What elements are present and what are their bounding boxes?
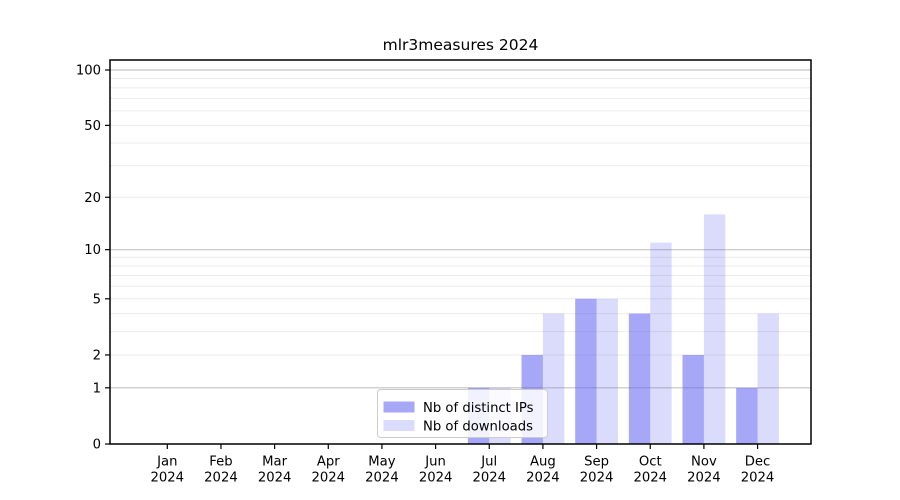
y-tick-label-2: 2 bbox=[93, 348, 101, 363]
bar-downloads-sep bbox=[596, 298, 618, 444]
axes bbox=[105, 59, 812, 449]
x-tick-year-label-dec: 2024 bbox=[741, 471, 775, 486]
bar-distinct-ips-dec bbox=[736, 387, 758, 444]
bar-distinct-ips-sep bbox=[575, 298, 597, 444]
x-tick-year-label-may: 2024 bbox=[365, 471, 399, 486]
y-tick-label-5: 5 bbox=[93, 292, 101, 307]
tick-labels: 0125102050100Jan2024Feb2024Mar2024Apr202… bbox=[76, 64, 775, 486]
x-tick-label-jan: Jan bbox=[156, 455, 177, 470]
x-tick-label-oct: Oct bbox=[639, 455, 662, 470]
x-tick-label-aug: Aug bbox=[530, 455, 556, 470]
plot-frame bbox=[109, 59, 812, 445]
legend: Nb of distinct IPs Nb of downloads bbox=[377, 389, 548, 438]
bar-downloads-dec bbox=[757, 313, 779, 444]
y-tick-label-1: 1 bbox=[93, 381, 101, 396]
bar-downloads-oct bbox=[650, 242, 672, 444]
x-tick-year-label-apr: 2024 bbox=[311, 471, 345, 486]
y-tick-label-0: 0 bbox=[93, 438, 101, 453]
bar-distinct-ips-oct bbox=[628, 313, 651, 444]
x-tick-year-label-mar: 2024 bbox=[258, 471, 292, 486]
bar-downloads-aug bbox=[542, 313, 565, 444]
bar-downloads-nov bbox=[703, 214, 726, 444]
y-tick-label-20: 20 bbox=[84, 191, 101, 206]
x-tick-label-sep: Sep bbox=[584, 455, 609, 470]
legend-swatch-distinct-ips bbox=[383, 401, 415, 413]
x-tick-year-label-aug: 2024 bbox=[526, 471, 560, 486]
x-tick-year-label-nov: 2024 bbox=[687, 471, 721, 486]
y-tick-label-50: 50 bbox=[84, 119, 101, 134]
x-tick-year-label-feb: 2024 bbox=[204, 471, 238, 486]
x-tick-label-feb: Feb bbox=[209, 455, 232, 470]
x-tick-label-apr: Apr bbox=[317, 455, 340, 470]
x-tick-label-jun: Jun bbox=[424, 455, 446, 470]
x-tick-label-jul: Jul bbox=[480, 455, 497, 470]
legend-swatch-downloads bbox=[383, 420, 415, 431]
y-tick-label-100: 100 bbox=[76, 64, 101, 79]
x-tick-year-label-jan: 2024 bbox=[151, 471, 185, 486]
x-tick-year-label-jun: 2024 bbox=[419, 471, 453, 486]
chart-title: mlr3measures 2024 bbox=[383, 36, 539, 54]
x-tick-label-may: May bbox=[368, 455, 395, 470]
x-tick-label-dec: Dec bbox=[745, 455, 771, 470]
x-tick-label-nov: Nov bbox=[691, 455, 717, 470]
legend-label-downloads: Nb of downloads bbox=[423, 420, 533, 435]
bar-distinct-ips-nov bbox=[682, 354, 704, 444]
y-tick-label-10: 10 bbox=[84, 243, 101, 258]
legend-box bbox=[377, 389, 548, 438]
x-tick-year-label-oct: 2024 bbox=[633, 471, 667, 486]
x-tick-year-label-jul: 2024 bbox=[472, 471, 506, 486]
x-tick-year-label-sep: 2024 bbox=[580, 471, 614, 486]
legend-label-distinct-ips: Nb of distinct IPs bbox=[423, 401, 534, 416]
x-tick-label-mar: Mar bbox=[262, 455, 287, 470]
minor-gridlines bbox=[110, 77, 811, 356]
